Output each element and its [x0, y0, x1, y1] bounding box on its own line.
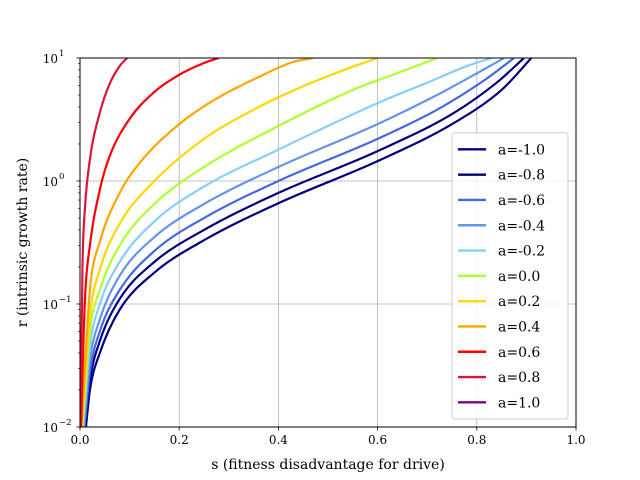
- y-tick-label: 10: [43, 298, 58, 312]
- legend-label: a=-0.8: [498, 168, 545, 184]
- series-line: [80, 58, 128, 427]
- series-line: [80, 58, 314, 427]
- legend-box: [451, 132, 569, 420]
- x-tick-label: 0.4: [269, 433, 288, 447]
- legend-label: a=-1.0: [498, 142, 545, 158]
- series-lines: [80, 58, 533, 427]
- legend: a=-1.0 a=-0.8 a=-0.6 a=-0.4 a=-0.2 a=0.0 a=0.2…: [451, 132, 569, 420]
- y-tick-label: 10: [43, 52, 58, 66]
- series-line: [82, 58, 505, 427]
- series-line: [80, 58, 378, 427]
- x-tick-label: 0.6: [368, 433, 387, 447]
- y-axis-label: r (intrinsic growth rate): [15, 158, 31, 327]
- legend-label: a=-0.6: [498, 193, 545, 209]
- legend-label: a=0.6: [498, 345, 540, 361]
- x-tick-label: 0.2: [170, 433, 189, 447]
- legend-label: a=-0.4: [498, 218, 545, 234]
- y-tick-label: 10: [43, 421, 58, 435]
- series-line: [81, 58, 438, 427]
- legend-label: a=0.8: [498, 370, 540, 386]
- series-line: [84, 58, 533, 427]
- y-tick-exponent: −2: [59, 418, 72, 428]
- y-tick-exponent: 1: [59, 49, 64, 59]
- x-axis-label: s (fitness disadvantage for drive): [211, 457, 445, 473]
- legend-label: a=0.0: [498, 269, 540, 285]
- plot-frame: [79, 57, 577, 428]
- series-line: [81, 58, 493, 427]
- series-line: [83, 58, 525, 427]
- legend-label: a=1.0: [498, 395, 540, 411]
- y-tick-exponent: 0: [59, 172, 64, 182]
- series-line: [80, 58, 220, 427]
- legend-label: a=0.2: [498, 294, 540, 310]
- y-tick-exponent: −1: [59, 295, 72, 305]
- x-tick-label: 0.8: [467, 433, 486, 447]
- y-tick-label: 10: [43, 175, 58, 189]
- series-line: [83, 58, 515, 427]
- legend-label: a=0.4: [498, 319, 540, 335]
- legend-label: a=-0.2: [498, 244, 545, 260]
- x-tick-label: 0.0: [70, 433, 89, 447]
- x-tick-label: 1.0: [566, 433, 585, 447]
